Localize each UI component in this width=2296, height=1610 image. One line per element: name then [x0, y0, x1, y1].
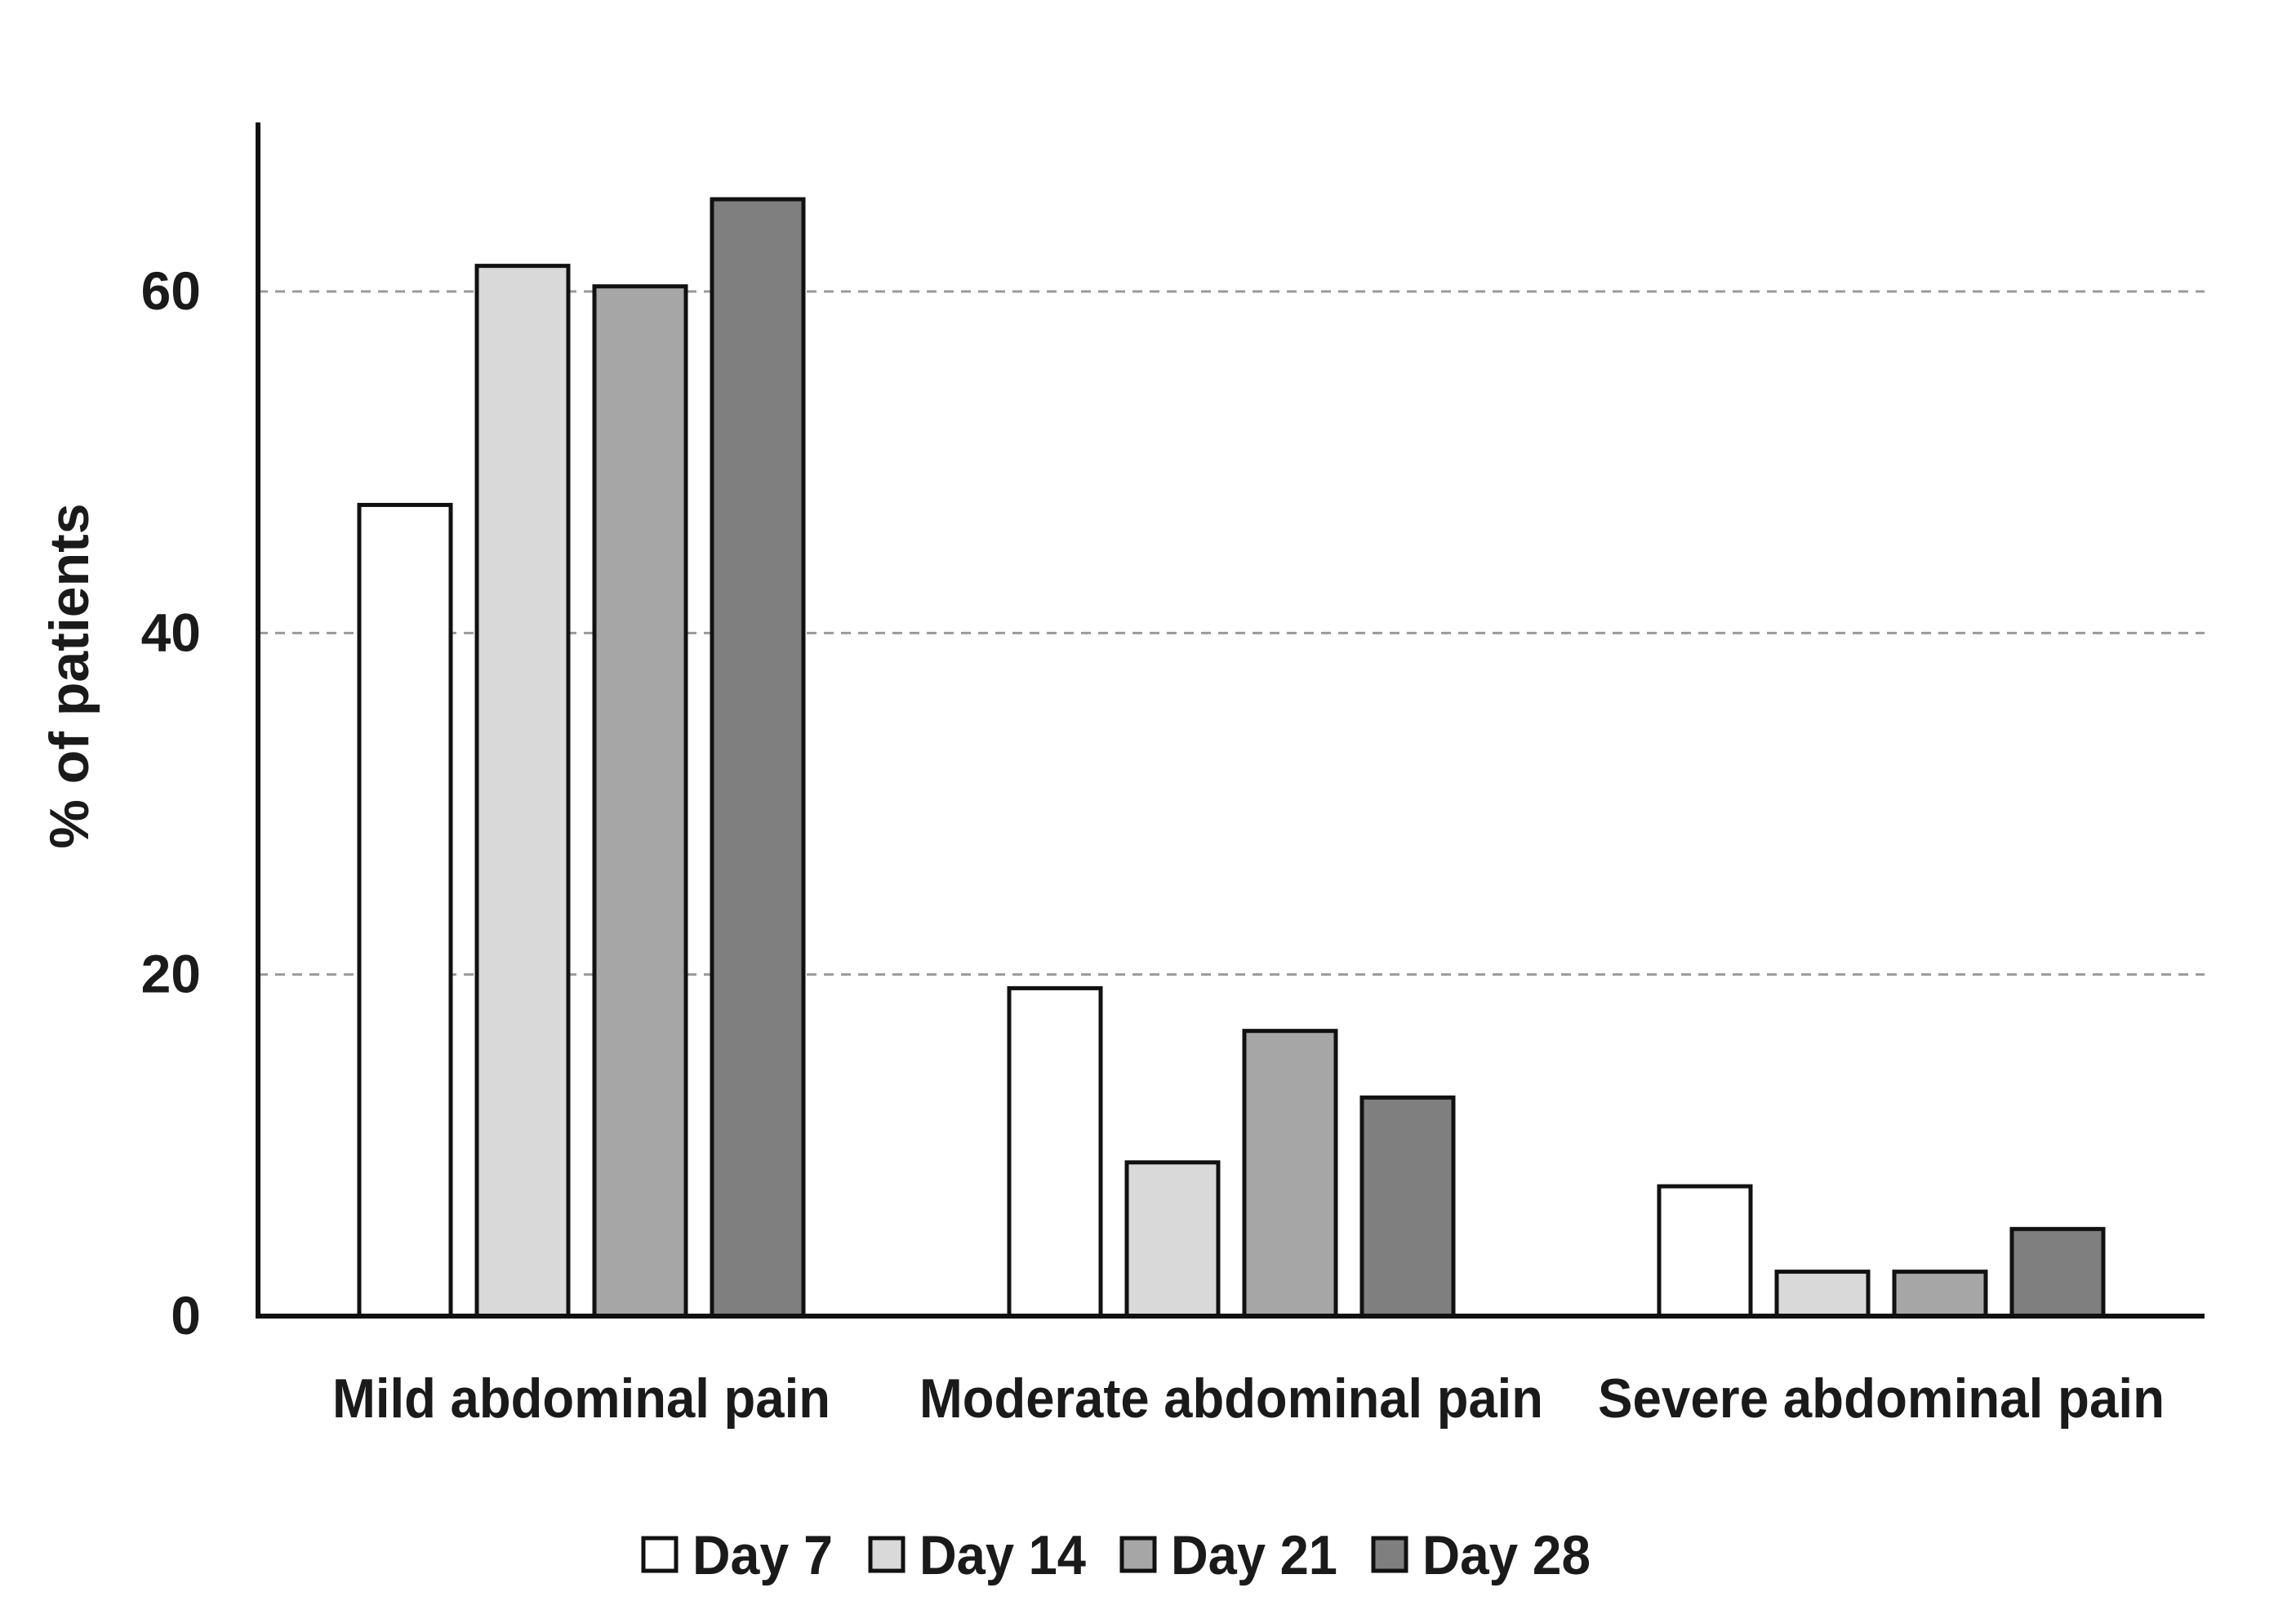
category-label: Moderate abdominal pain: [919, 1368, 1543, 1430]
bar-day-28-cat-2: [1359, 1095, 1456, 1319]
legend-swatch: [868, 1536, 905, 1573]
bar-day-7-cat-3: [1657, 1184, 1753, 1319]
legend-item-day-28: Day 28: [1371, 1524, 1591, 1586]
legend-swatch: [1119, 1536, 1157, 1573]
legend: Day 7 Day 14 Day 21 Day 28: [641, 1524, 1591, 1586]
category-label: Severe abdominal pain: [1598, 1368, 2165, 1430]
bar-day-14-cat-3: [1774, 1270, 1871, 1319]
legend-label: Day 7: [692, 1524, 833, 1586]
bar-day-21-cat-3: [1892, 1270, 1988, 1319]
y-tick-label: 60: [141, 260, 201, 321]
y-axis-title: % of patients: [38, 503, 100, 848]
y-tick-labels: 0 20 40 60: [141, 260, 201, 1345]
bar-day-21-cat-2: [1242, 1029, 1338, 1319]
category-labels: Mild abdominal pain Moderate abdominal pa…: [332, 1368, 2165, 1430]
y-tick-label: 20: [141, 944, 201, 1004]
legend-item-day-14: Day 14: [868, 1524, 1086, 1586]
legend-swatch: [641, 1536, 679, 1573]
bars: [357, 197, 2106, 1319]
bar-day-7-cat-1: [357, 502, 453, 1319]
y-tick-label: 40: [141, 602, 201, 662]
bar-day-14-cat-1: [474, 264, 571, 1319]
legend-item-day-7: Day 7: [641, 1524, 833, 1586]
bar-day-14-cat-2: [1124, 1160, 1221, 1319]
bar-day-28-cat-3: [2009, 1226, 2106, 1319]
legend-label: Day 21: [1171, 1524, 1337, 1586]
bar-day-28-cat-1: [710, 197, 806, 1319]
bar-day-21-cat-1: [592, 284, 688, 1319]
legend-item-day-21: Day 21: [1119, 1524, 1337, 1586]
y-tick-label: 0: [171, 1285, 201, 1345]
legend-label: Day 14: [919, 1524, 1086, 1586]
category-label: Mild abdominal pain: [332, 1368, 830, 1430]
bar-day-7-cat-2: [1007, 985, 1103, 1319]
legend-swatch: [1371, 1536, 1408, 1573]
legend-label: Day 28: [1422, 1524, 1591, 1586]
axes: [256, 122, 2205, 1319]
